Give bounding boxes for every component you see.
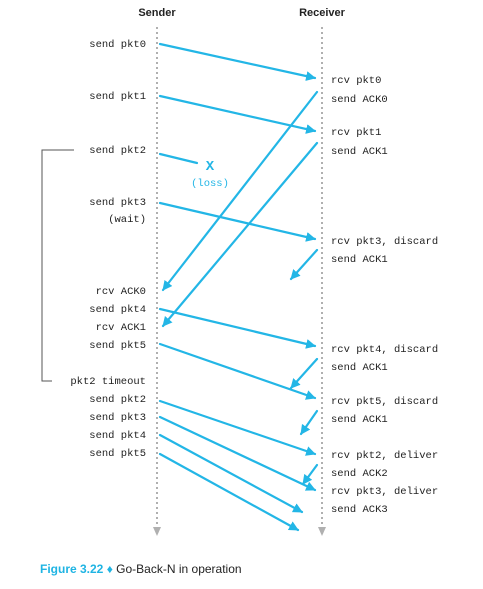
sender-label-pkt2-timeout: pkt2 timeout (70, 376, 146, 388)
figure-caption: Figure 3.22 ♦ Go-Back-N in operation (40, 562, 242, 576)
arrow-resend-pkt3 (158, 415, 317, 492)
sender-label-wait: (wait) (108, 214, 146, 226)
arrow-resend-pkt4 (158, 433, 304, 514)
arrow-ack1-b (289, 248, 319, 281)
arrow-pkt5 (158, 342, 317, 400)
arrow-ack1-d (299, 409, 319, 436)
receiver-header: Receiver (299, 7, 346, 19)
timeout-bracket (41, 149, 74, 382)
receiver-label-send-ack1: send ACK1 (331, 146, 388, 158)
receiver-label-send-ack1-c: send ACK1 (331, 362, 388, 374)
loss-label: (loss) (191, 178, 229, 190)
sender-timeline-arrowhead (153, 527, 161, 536)
receiver-label-rcv-pkt4-discard: rcv pkt4, discard (331, 344, 438, 356)
sender-label-send-pkt4: send pkt4 (89, 304, 146, 316)
sender-label-resend-pkt5: send pkt5 (89, 448, 146, 460)
arrow-pkt2-lost (158, 152, 199, 165)
arrow-resend-pkt2 (158, 399, 317, 456)
receiver-label-rcv-pkt1: rcv pkt1 (331, 127, 381, 139)
sender-label-resend-pkt2: send pkt2 (89, 394, 146, 406)
sender-label-send-pkt0: send pkt0 (89, 39, 146, 51)
sender-header: Sender (138, 7, 176, 19)
receiver-label-rcv-pkt5-discard: rcv pkt5, discard (331, 396, 438, 408)
arrow-ack1-c (289, 357, 319, 390)
caption-diamond-icon: ♦ (106, 562, 113, 576)
sender-label-send-pkt1: send pkt1 (89, 91, 146, 103)
sender-label-resend-pkt4: send pkt4 (89, 430, 146, 442)
receiver-label-send-ack0: send ACK0 (331, 94, 388, 106)
receiver-label-send-ack1-d: send ACK1 (331, 414, 388, 426)
arrow-ack2 (301, 463, 319, 486)
receiver-label-rcv-pkt3-deliver: rcv pkt3, deliver (331, 486, 438, 498)
sender-label-rcv-ack1: rcv ACK1 (96, 322, 146, 334)
receiver-label-send-ack3: send ACK3 (331, 504, 388, 516)
arrow-ack1 (161, 141, 319, 328)
arrow-pkt1 (158, 94, 317, 134)
sender-label-send-pkt5: send pkt5 (89, 340, 146, 352)
sender-label-send-pkt2: send pkt2 (89, 145, 146, 157)
arrow-pkt0 (158, 42, 317, 81)
arrow-resend-pkt5 (158, 452, 300, 532)
sender-label-rcv-ack0: rcv ACK0 (96, 286, 146, 298)
arrow-ack0 (161, 90, 319, 292)
sender-label-resend-pkt3: send pkt3 (89, 412, 146, 424)
receiver-label-rcv-pkt3-discard: rcv pkt3, discard (331, 236, 438, 248)
loss-mark: X (206, 159, 215, 175)
caption-figure-number: Figure 3.22 (40, 562, 104, 576)
receiver-timeline-arrowhead (318, 527, 326, 536)
arrow-pkt4 (158, 307, 317, 349)
receiver-label-send-ack2: send ACK2 (331, 468, 388, 480)
sender-label-send-pkt3: send pkt3 (89, 197, 146, 209)
receiver-label-send-ack1-b: send ACK1 (331, 254, 388, 266)
receiver-label-rcv-pkt0: rcv pkt0 (331, 75, 381, 87)
arrow-pkt3 (158, 201, 317, 242)
receiver-label-rcv-pkt2-deliver: rcv pkt2, deliver (331, 450, 438, 462)
caption-text: Go-Back-N in operation (116, 562, 242, 576)
